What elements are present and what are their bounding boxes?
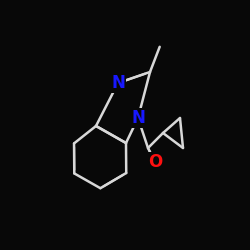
Text: N: N bbox=[131, 109, 145, 127]
Text: N: N bbox=[111, 74, 125, 92]
Text: O: O bbox=[148, 153, 162, 171]
